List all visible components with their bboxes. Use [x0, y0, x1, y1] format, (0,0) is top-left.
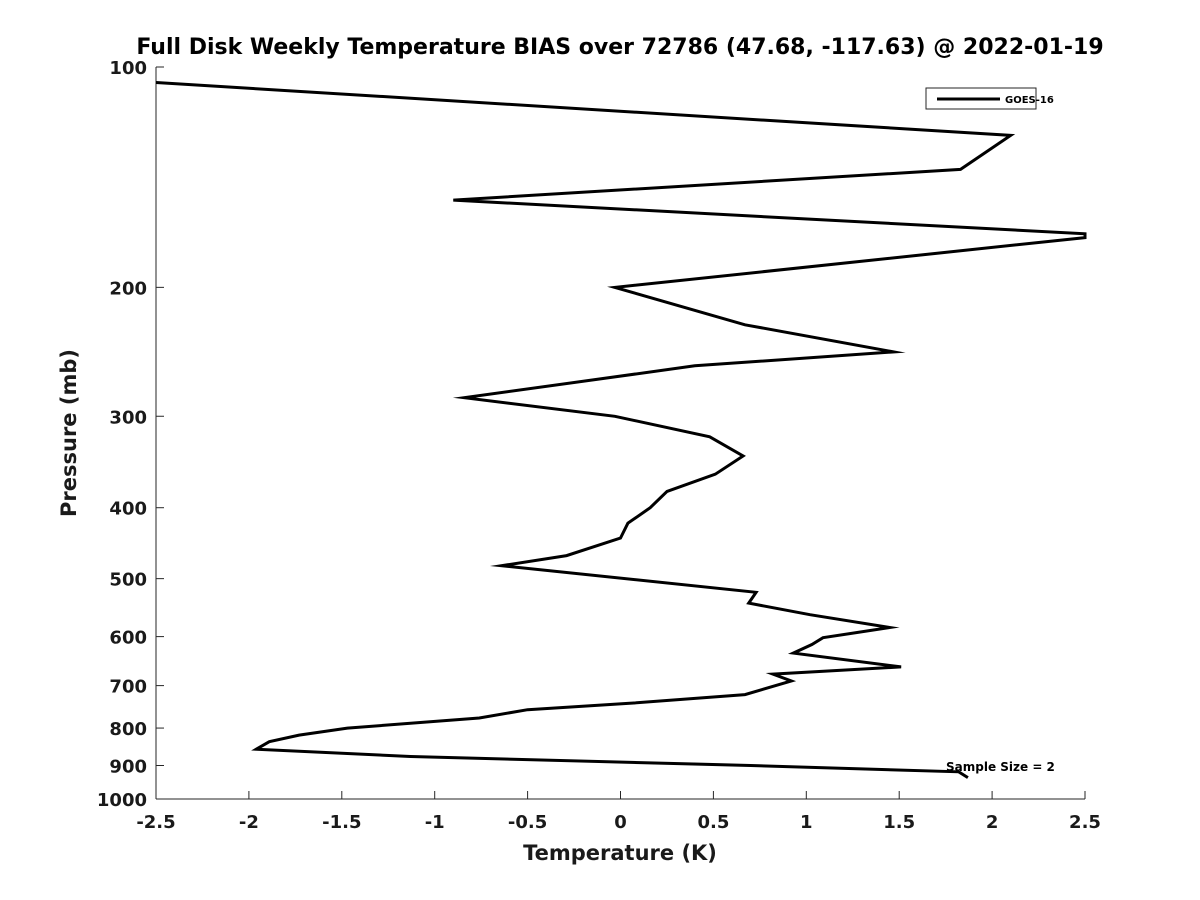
- y-tick-label: 800: [109, 719, 147, 740]
- x-tick-label: -1.5: [322, 812, 361, 833]
- x-ticks: -2.5 -2 -1.5 -1 -0.5 0 0.5 1 1.5 2 2.5: [136, 791, 1101, 833]
- y-ticks: 100 200 300 400 500 600 700 800 900 1000: [97, 58, 164, 811]
- x-axis-label: Temperature (K): [523, 841, 717, 865]
- y-tick-label: 300: [109, 407, 147, 428]
- y-tick-label: 600: [109, 628, 147, 649]
- x-tick-label: 2: [986, 812, 999, 833]
- y-tick-label: 400: [109, 499, 147, 520]
- y-tick-label: 100: [109, 58, 147, 79]
- x-tick-label: -1: [425, 812, 445, 833]
- x-tick-label: 2.5: [1069, 812, 1101, 833]
- series-layer: [155, 81, 1087, 779]
- x-tick-label: 1.5: [883, 812, 915, 833]
- x-tick-label: 1: [800, 812, 813, 833]
- x-tick-label: -0.5: [508, 812, 547, 833]
- legend-entry-goes-16: GOES-16: [1005, 95, 1054, 106]
- y-tick-label: 200: [109, 278, 147, 299]
- y-tick-label: 500: [109, 570, 147, 591]
- series-line-goes-16: [155, 81, 1087, 779]
- legend: GOES-16: [925, 87, 1054, 110]
- y-tick-label: 900: [109, 757, 147, 778]
- x-tick-label: -2.5: [136, 812, 175, 833]
- y-tick-label: 700: [109, 677, 147, 698]
- sample-size-annotation: Sample Size = 2: [946, 760, 1055, 774]
- x-tick-label: 0.5: [697, 812, 729, 833]
- chart-title: Full Disk Weekly Temperature BIAS over 7…: [136, 35, 1103, 60]
- x-tick-label: 0: [614, 812, 627, 833]
- y-axis-label: Pressure (mb): [57, 349, 81, 517]
- y-tick-label: 1000: [97, 790, 147, 811]
- x-tick-label: -2: [239, 812, 259, 833]
